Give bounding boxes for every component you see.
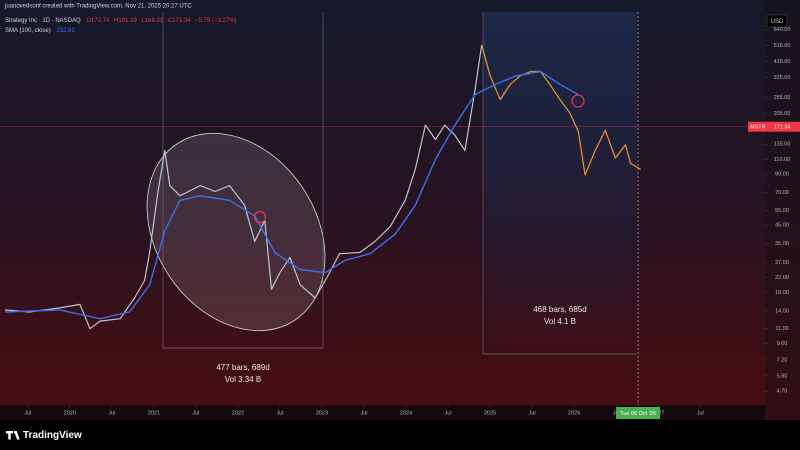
y-tick-label: 22.00 (775, 275, 789, 281)
symbol: Strategy Inc · 1D · NASDAQ (5, 18, 81, 24)
y-tick-label: 515.00 (774, 43, 791, 49)
x-tick-label: Jul (276, 410, 283, 416)
y-tick-label: 90.00 (775, 172, 789, 178)
footer (0, 420, 800, 450)
y-tick-label: 11.00 (775, 326, 788, 332)
currency: USD (771, 19, 784, 25)
symbol-legend: Strategy Inc · 1D · NASDAQ O172.74 H181.… (5, 18, 237, 24)
y-tick-label: 205.00 (774, 111, 791, 117)
x-tick-label: Jul (445, 410, 452, 416)
y-tick-label: 7.20 (777, 357, 788, 363)
price-axis (765, 0, 800, 420)
y-tick-label: 5.80 (777, 373, 788, 379)
y-tick-label: 415.00 (774, 59, 791, 65)
crosshair-label: Tue 06 Oct '26 (620, 411, 656, 417)
x-tick-label: Jul (360, 410, 367, 416)
range-volume: Vol 4.1 B (544, 317, 576, 326)
price-line (4, 70, 579, 320)
low: L168.31 (141, 18, 163, 24)
ellipse (146, 132, 326, 332)
y-tick-label: 45.00 (775, 223, 789, 229)
brand: TradingView (23, 430, 82, 441)
x-tick-label: Jul (529, 410, 536, 416)
x-tick-label: Jul (108, 410, 115, 416)
cross-markers (253, 94, 585, 224)
close: C171.34 (168, 18, 191, 24)
y-tick-label: 110.00 (774, 157, 790, 163)
range-bars: 477 bars, 689d (216, 363, 269, 372)
range-highlight (483, 12, 637, 354)
x-tick-label: Jul (24, 410, 31, 416)
y-tick-label: 255.00 (774, 95, 791, 101)
y-tick-label: 18.00 (775, 290, 789, 296)
x-tick-label: 2023 (316, 410, 328, 416)
change: −5.79 (−3.27%) (195, 18, 236, 24)
range-volume: Vol 3.34 B (225, 375, 261, 384)
y-tick-label: 135.00 (774, 142, 791, 148)
x-tick-label: 2020 (64, 410, 76, 416)
y-tick-label: 4.70 (777, 389, 788, 395)
logo: TradingView (5, 430, 82, 441)
x-tick-label: Jul (697, 410, 704, 416)
currency-box[interactable] (766, 14, 788, 28)
y-tick-label: 55.00 (775, 208, 789, 214)
x-tick-label: 2024 (400, 410, 412, 416)
crosshair-box (616, 407, 661, 419)
time-axis (0, 405, 765, 420)
credit: juanovedsonf created with TradingView.co… (4, 4, 192, 10)
x-tick-label: 2026 (568, 410, 580, 416)
marker-circle (253, 210, 267, 224)
indicator: SMA (100, close) (5, 28, 51, 34)
marks (0, 12, 765, 405)
open: O172.74 (86, 18, 110, 24)
x-tick-label: 2021 (148, 410, 160, 416)
price-line (481, 44, 641, 176)
logo-icon (14, 431, 17, 434)
indicator-legend: SMA (100, close) 232.61 (5, 28, 75, 34)
last-price-symbol: MSTR (750, 125, 766, 131)
x-tick-label: 2025 (484, 410, 496, 416)
range-bars: 468 bars, 685d (533, 305, 586, 314)
x-tick-label: Jul (192, 410, 199, 416)
y-tick-label: 27.00 (775, 260, 789, 266)
y-tick-label: 35.00 (775, 241, 789, 247)
high: H181.19 (114, 18, 137, 24)
indicator-value: 232.61 (56, 28, 75, 34)
y-tick-label: 335.00 (774, 75, 791, 81)
marker-circle (571, 94, 585, 108)
y-tick-label: 640.00 (774, 27, 791, 33)
annotations: 477 bars, 689d Vol 3.34 B 468 bars, 685d… (146, 12, 637, 384)
y-tick-label: 70.00 (775, 190, 789, 196)
last-price-value: 171.34 (774, 125, 791, 131)
x-tick-label: 2022 (232, 410, 244, 416)
y-tick-label: 9.00 (777, 341, 788, 347)
last-price-box (748, 121, 800, 132)
y-tick-label: 14.00 (775, 308, 789, 314)
